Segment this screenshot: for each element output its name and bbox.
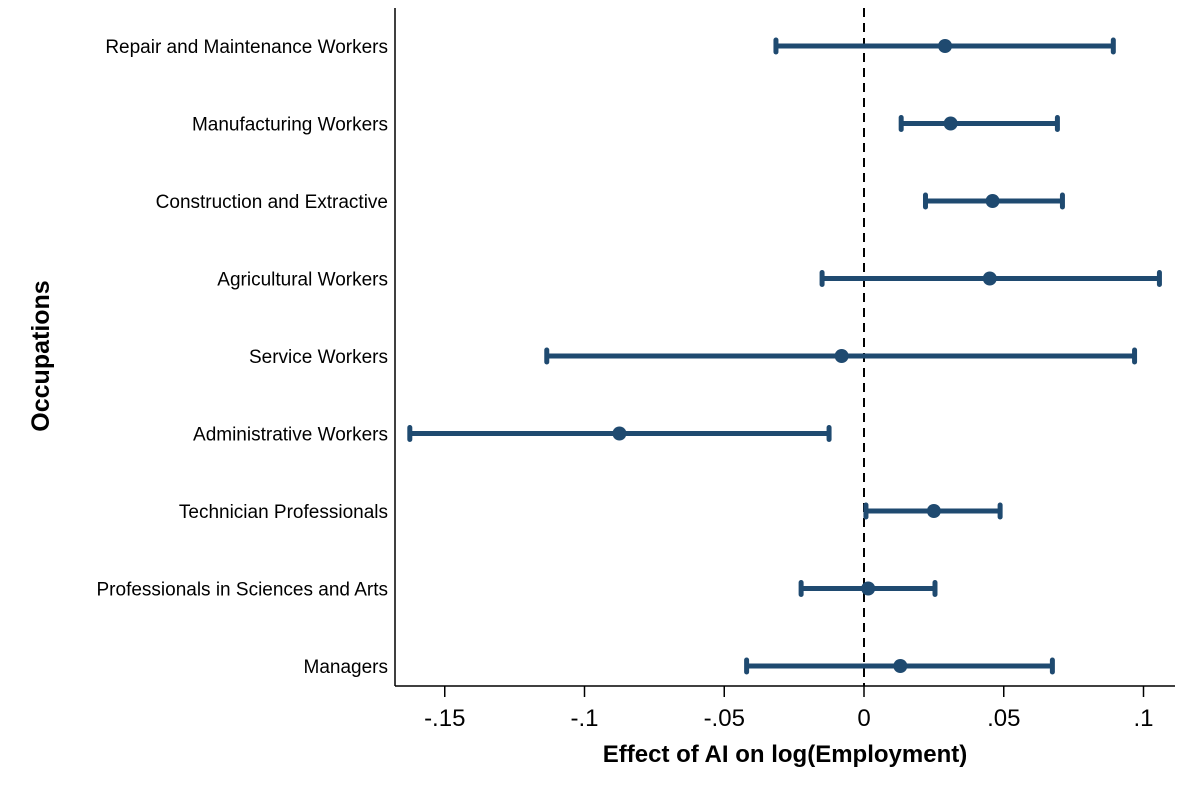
point-estimate (612, 426, 627, 441)
point-estimate (834, 349, 849, 363)
x-axis-title: Effect of AI on log(Employment) (603, 741, 967, 768)
point-estimate (893, 659, 908, 673)
y-tick-label: Administrative Workers (193, 425, 388, 446)
marks (407, 37, 1162, 675)
y-tick-label: Professionals in Sciences and Arts (97, 580, 389, 601)
point-estimate (943, 116, 958, 131)
x-tick-label: -.1 (570, 705, 598, 732)
y-tick-label: Construction and Extractive (156, 192, 388, 213)
point-estimate (938, 39, 953, 53)
x-tick-label: .05 (987, 705, 1020, 732)
x-tick-label: 0 (857, 705, 870, 732)
axes: -.15 -.1 -.05 0 .05 .1 Repair and Maintenance … (97, 8, 1175, 732)
y-tick-label: Technician Professionals (179, 502, 388, 523)
y-tick-label: Agricultural Workers (217, 270, 388, 291)
x-tick-label: -.05 (704, 705, 745, 732)
y-axis-title: Occupations (27, 280, 55, 431)
point-estimate (861, 581, 876, 596)
x-tick-label: -.15 (424, 705, 465, 732)
point-estimate (926, 504, 941, 518)
x-tick-label: .1 (1133, 705, 1153, 732)
y-tick-label: Managers (304, 657, 389, 678)
y-tick-label: Repair and Maintenance Workers (105, 37, 388, 58)
y-tick-label: Manufacturing Workers (192, 115, 388, 136)
point-estimate (985, 194, 1000, 208)
y-tick-label: Service Workers (249, 347, 388, 368)
point-estimate (982, 271, 997, 286)
